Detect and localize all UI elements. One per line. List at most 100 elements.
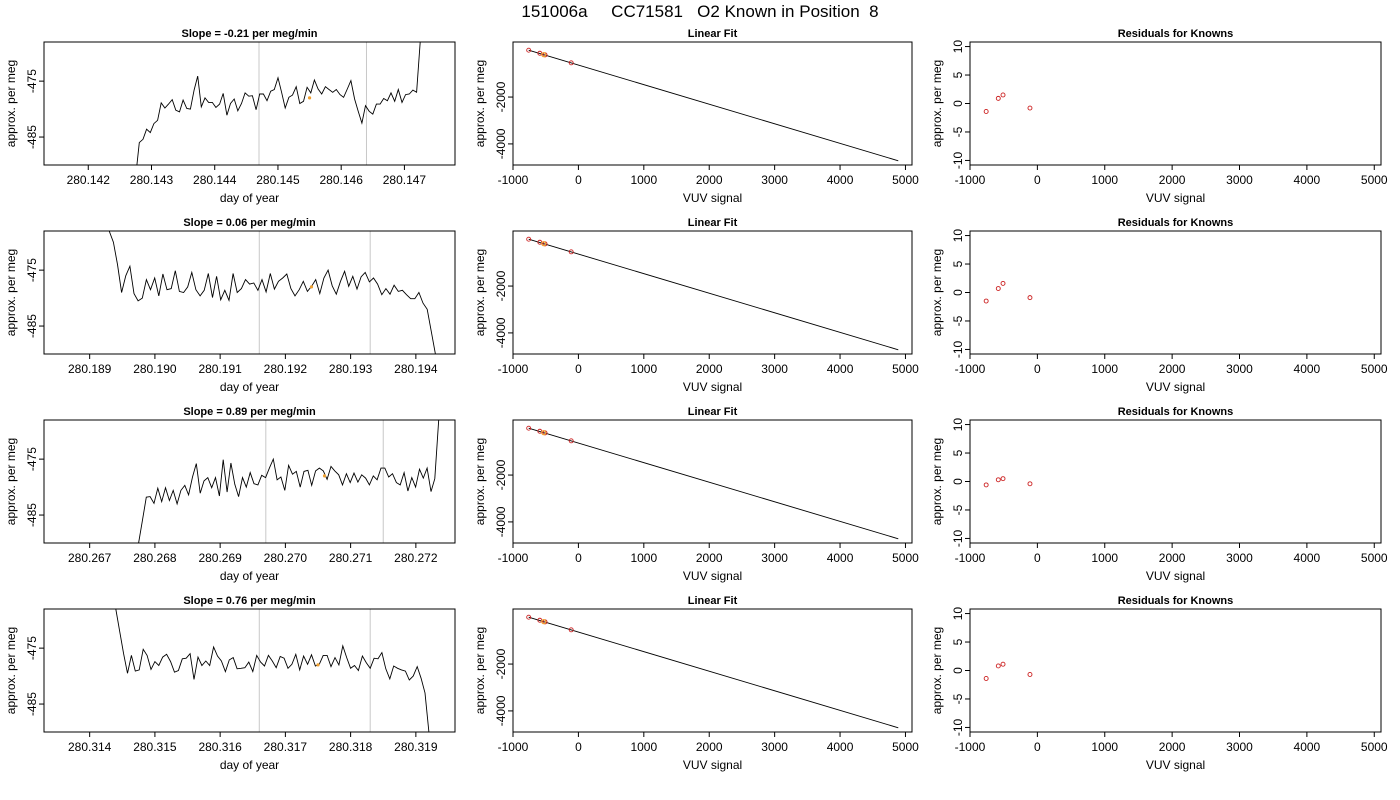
- plot-area: [526, 47, 899, 162]
- panel-title: Residuals for Knowns: [1118, 406, 1234, 418]
- panel-frame: [43, 41, 456, 166]
- x-tick-label: 4000: [827, 551, 854, 565]
- panel-title: Residuals for Knowns: [1118, 217, 1234, 229]
- signal-trace: [136, 42, 421, 165]
- panel-frame: [969, 230, 1382, 355]
- plot-area: [108, 231, 436, 354]
- x-tick-label: 3000: [1226, 173, 1253, 187]
- x-tick-label: 4000: [1294, 551, 1321, 565]
- panel-title: Linear Fit: [688, 595, 738, 607]
- x-tick-label: 2000: [1159, 173, 1186, 187]
- x-tick-label: 3000: [761, 740, 788, 754]
- y-tick-label: -5: [951, 315, 965, 326]
- panel-r3-c2: Linear Fit -1000 0 1000 2000 3000 4000 5000 -200…: [473, 406, 919, 583]
- x-tick-label: 280.267: [68, 551, 112, 565]
- x-axis-label: day of year: [220, 569, 279, 583]
- y-tick-label: -4000: [494, 695, 508, 726]
- x-tick-label: 5000: [1361, 173, 1388, 187]
- x-tick-label: 280.189: [68, 362, 112, 376]
- x-tick-label: 5000: [892, 362, 919, 376]
- y-tick-label: 5: [951, 71, 965, 78]
- y-axis-label: approx. per meg: [930, 249, 944, 336]
- x-tick-label: -1000: [955, 551, 986, 565]
- panel-r4-c3: Residuals for Knowns -1000 0 1000 2000 3000 40…: [930, 595, 1388, 772]
- panel-frame: [512, 41, 913, 166]
- residual-point: [1000, 92, 1006, 98]
- x-tick-label: 1000: [630, 362, 657, 376]
- panel-r2-c1: Slope = 0.06 per meg/min 280.189 280.190 28…: [4, 217, 456, 394]
- x-tick-label: 280.143: [130, 173, 174, 187]
- x-tick-label: 3000: [1226, 551, 1253, 565]
- x-tick-label: 0: [1034, 551, 1041, 565]
- x-tick-label: 2000: [1159, 740, 1186, 754]
- x-tick-label: 280.147: [383, 173, 427, 187]
- x-axis-label: VUV signal: [1146, 191, 1205, 205]
- x-tick-label: 1000: [630, 173, 657, 187]
- residual-point: [1027, 481, 1033, 487]
- y-tick-label: -475: [25, 69, 39, 93]
- x-tick-label: 3000: [761, 173, 788, 187]
- x-tick-label: 0: [575, 740, 582, 754]
- y-axis-label: approx. per meg: [473, 249, 487, 336]
- y-axis-label: approx. per meg: [4, 249, 18, 336]
- y-tick-label: 10: [951, 40, 965, 54]
- x-axis-label: day of year: [220, 758, 279, 772]
- x-tick-label: 280.315: [133, 740, 177, 754]
- x-tick-label: 280.269: [198, 551, 242, 565]
- y-tick-label: 0: [951, 289, 965, 296]
- x-tick-label: 0: [575, 551, 582, 565]
- plot-area: [115, 609, 430, 732]
- x-tick-label: 0: [575, 362, 582, 376]
- y-tick-label: -475: [25, 258, 39, 282]
- plot-area: [138, 420, 440, 543]
- panel-title: Linear Fit: [688, 28, 738, 40]
- plot-area: [983, 280, 1033, 304]
- residual-point: [1027, 672, 1033, 677]
- marker-point: [316, 663, 320, 667]
- plot-area: [526, 425, 899, 540]
- x-tick-label: 2000: [1159, 551, 1186, 565]
- panel-title: Residuals for Knowns: [1118, 28, 1234, 40]
- y-tick-label: 10: [951, 229, 965, 243]
- x-tick-label: 280.146: [319, 173, 363, 187]
- figure-title: 151006a CC71581 O2 Known in Position 8: [521, 2, 879, 21]
- plot-area: [983, 476, 1033, 488]
- data-point: [526, 425, 532, 431]
- marker-point: [309, 285, 314, 289]
- data-point: [568, 627, 574, 633]
- y-axis-label: approx. per meg: [4, 438, 18, 525]
- x-tick-label: 280.193: [329, 362, 373, 376]
- y-tick-label: 0: [951, 100, 965, 107]
- x-tick-label: 4000: [1294, 740, 1321, 754]
- y-axis-label: approx. per meg: [930, 60, 944, 147]
- y-tick-label: -2000: [494, 81, 508, 112]
- y-axis-label: approx. per meg: [4, 60, 18, 147]
- x-tick-label: 2000: [1159, 362, 1186, 376]
- residual-point: [983, 482, 989, 488]
- y-tick-label: -10: [951, 529, 965, 547]
- x-tick-label: 280.318: [329, 740, 373, 754]
- y-axis-label: approx. per meg: [930, 438, 944, 525]
- signal-trace: [138, 420, 440, 543]
- x-tick-label: 1000: [1091, 362, 1118, 376]
- y-tick-label: -5: [951, 693, 965, 704]
- x-tick-label: 1000: [1091, 173, 1118, 187]
- fit-line: [528, 238, 899, 351]
- y-tick-label: -10: [951, 151, 965, 169]
- plot-area: [983, 661, 1033, 681]
- x-tick-label: 1000: [630, 551, 657, 565]
- x-tick-label: 4000: [827, 173, 854, 187]
- x-tick-label: 4000: [827, 362, 854, 376]
- x-tick-label: 280.317: [264, 740, 308, 754]
- y-tick-label: 10: [951, 607, 965, 621]
- fit-line: [528, 616, 899, 729]
- plot-area: [526, 614, 899, 729]
- x-axis-label: VUV signal: [683, 569, 742, 583]
- x-tick-label: -1000: [498, 740, 529, 754]
- y-axis-label: approx. per meg: [4, 627, 18, 714]
- marker-point: [322, 474, 327, 478]
- x-tick-label: -1000: [955, 173, 986, 187]
- y-tick-label: -2000: [494, 270, 508, 301]
